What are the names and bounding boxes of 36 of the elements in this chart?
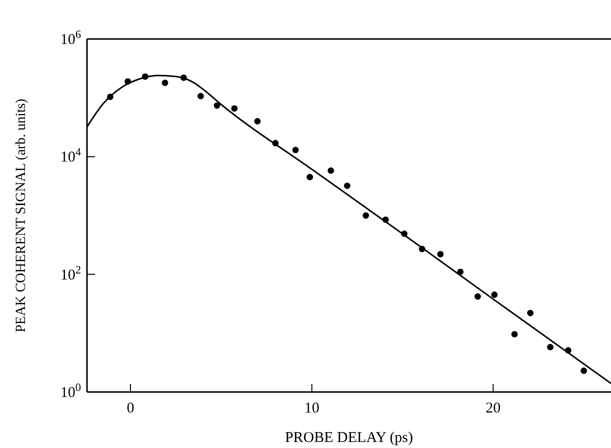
point <box>328 167 334 174</box>
point <box>162 80 168 86</box>
point <box>107 94 114 100</box>
point <box>437 250 444 258</box>
x-tick-label: 20 <box>486 400 501 417</box>
point <box>527 310 534 316</box>
point <box>547 344 554 350</box>
x-tick-label: 10 <box>304 400 320 417</box>
point <box>401 230 408 237</box>
point <box>180 74 187 81</box>
y-tick-label: 10$^{4}$ <box>60 146 82 166</box>
y-tick-label: 10$^{2}$ <box>60 264 81 284</box>
point <box>418 246 426 252</box>
point <box>362 212 370 219</box>
y-tick-label: 10$^{0}$ <box>60 382 82 401</box>
point <box>344 182 350 189</box>
point <box>580 368 588 374</box>
point <box>511 331 518 338</box>
point <box>474 293 481 300</box>
point <box>231 105 238 112</box>
point <box>457 268 464 276</box>
point <box>214 102 220 109</box>
point <box>292 146 299 154</box>
x-tick-label: 0 <box>126 400 134 417</box>
point <box>491 292 498 298</box>
y-axis-title: PEAK COHERENT SIGNAL (arb. units) <box>14 98 30 332</box>
point <box>124 78 131 85</box>
point <box>306 174 314 180</box>
point <box>382 216 389 223</box>
x-axis-title: PROBE DELAY (ps) <box>284 430 414 446</box>
y-tick-label: 10$^{6}$ <box>60 29 82 48</box>
point <box>197 92 204 100</box>
point <box>142 73 148 80</box>
point <box>272 140 279 146</box>
point <box>565 347 572 354</box>
point <box>254 118 261 124</box>
